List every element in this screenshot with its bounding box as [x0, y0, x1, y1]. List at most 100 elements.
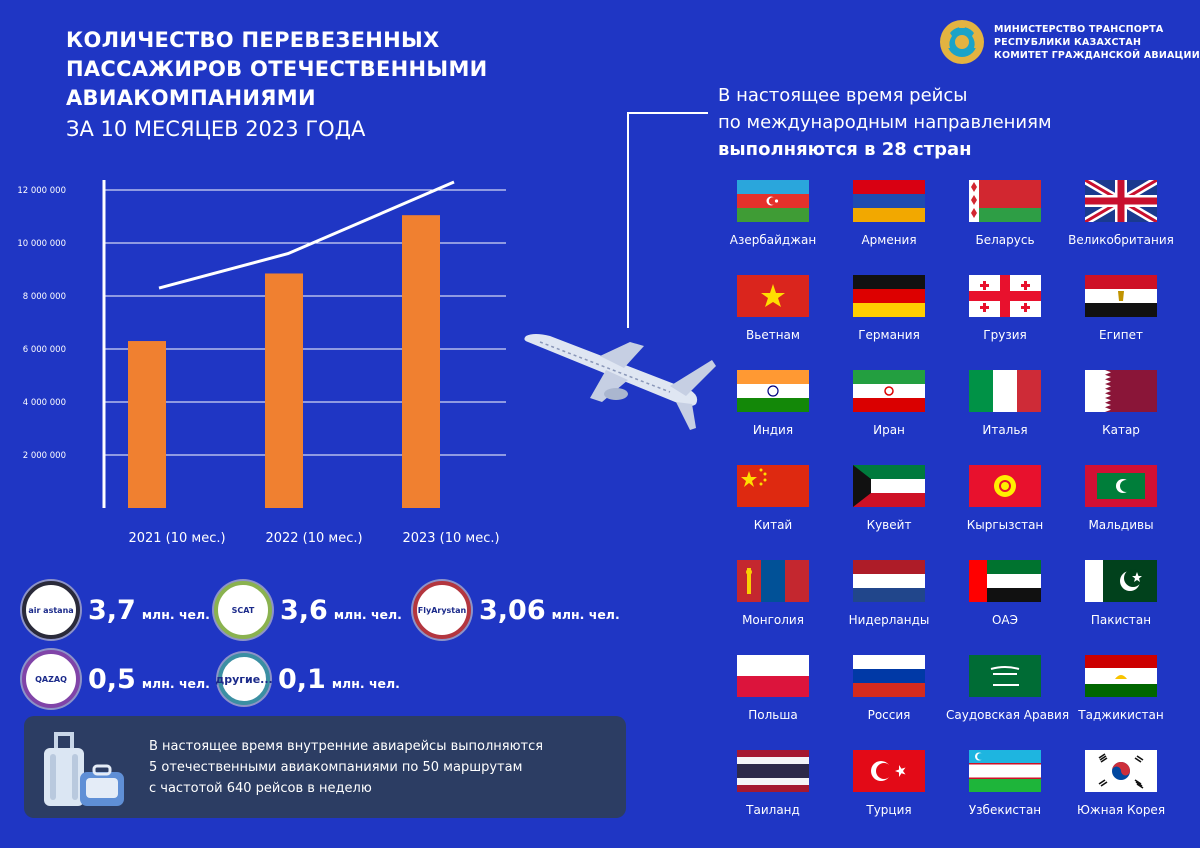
country-item: Китай	[714, 465, 832, 532]
country-name: Нидерланды	[848, 613, 930, 627]
country-name: Кыргызстан	[966, 518, 1044, 532]
flag-icon	[737, 180, 809, 222]
country-name: Азербайджан	[729, 233, 817, 247]
country-item: Польша	[714, 655, 832, 722]
airline-unit: млн. чел.	[141, 607, 210, 622]
chart-bar	[128, 341, 166, 508]
flyarystan-logo: FlyArystan	[413, 581, 471, 639]
country-item: Саудовская Аравия	[946, 655, 1070, 722]
flag-icon	[853, 180, 925, 222]
country-item: Беларусь	[946, 180, 1064, 247]
flag-icon	[969, 370, 1041, 412]
country-name: Армения	[861, 233, 917, 247]
intl-line: В настоящее время рейсы	[718, 85, 968, 106]
flag-icon	[853, 275, 925, 317]
country-name: Египет	[1099, 328, 1143, 342]
country-item: Пакистан	[1062, 560, 1180, 627]
country-name: Беларусь	[975, 233, 1035, 247]
country-name: Таиланд	[746, 803, 800, 817]
airline-scat: SCAT 3,6 млн. чел.	[214, 581, 402, 639]
country-name: Польша	[748, 708, 798, 722]
domestic-line: В настоящее время внутренние авиарейсы в…	[149, 739, 544, 754]
country-name: Италья	[982, 423, 1028, 437]
flag-icon	[1085, 370, 1157, 412]
flag-icon	[969, 275, 1041, 317]
y-tick-label: 4 000 000	[23, 398, 66, 408]
flag-icon	[737, 275, 809, 317]
flag-icon	[969, 465, 1041, 507]
airline-value: 0,5	[88, 663, 136, 695]
country-item: Азербайджан	[714, 180, 832, 247]
country-item: Индия	[714, 370, 832, 437]
y-tick-label: 10 000 000	[17, 239, 66, 249]
y-tick-label: 2 000 000	[23, 451, 66, 461]
air-astana-logo: air astana	[22, 581, 80, 639]
flag-icon	[969, 750, 1041, 792]
country-name: Южная Корея	[1076, 803, 1166, 817]
country-name: Катар	[1102, 423, 1140, 437]
trend-line	[158, 180, 455, 290]
kazakhstan-emblem-icon	[940, 20, 984, 64]
flag-icon	[737, 655, 809, 697]
country-item: Нидерланды	[830, 560, 948, 627]
intl-line: по международным направлениям	[718, 112, 1052, 133]
country-name: Таджикистан	[1078, 708, 1164, 722]
country-item: Монголия	[714, 560, 832, 627]
airline-air-astana: air astana 3,7 млн. чел.	[22, 581, 210, 639]
title-line: АВИАКОМПАНИЯМИ	[66, 86, 316, 110]
country-item: Германия	[830, 275, 948, 342]
country-item: Великобритания	[1062, 180, 1180, 247]
country-item: Грузия	[946, 275, 1064, 342]
country-item: Таджикистан	[1062, 655, 1180, 722]
country-item: ОАЭ	[946, 560, 1064, 627]
country-name: Саудовская Аравия	[946, 708, 1070, 722]
y-tick-label: 8 000 000	[23, 292, 66, 302]
country-item: Турция	[830, 750, 948, 817]
flag-icon	[853, 655, 925, 697]
country-name: Великобритания	[1068, 233, 1174, 247]
country-name: Пакистан	[1090, 613, 1152, 627]
domestic-line: 5 отечественными авиакомпаниями по 50 ма…	[149, 760, 523, 775]
domestic-line: с частотой 640 рейсов в неделю	[149, 781, 372, 796]
flag-icon	[1085, 465, 1157, 507]
country-name: Узбекистан	[968, 803, 1042, 817]
ministry-line: МИНИСТЕРСТВО ТРАНСПОРТА	[994, 23, 1164, 35]
country-item: Катар	[1062, 370, 1180, 437]
scat-logo: SCAT	[214, 581, 272, 639]
flag-icon	[1085, 655, 1157, 697]
country-name: Монголия	[742, 613, 804, 627]
flag-icon	[969, 180, 1041, 222]
country-item: Кувейт	[830, 465, 948, 532]
country-item: Мальдивы	[1062, 465, 1180, 532]
flag-icon	[737, 750, 809, 792]
airline-others: другие... 0,1 млн. чел.	[215, 653, 400, 705]
airline-value: 3,06	[479, 594, 546, 626]
international-flights-text: В настоящее время рейсы по международным…	[718, 82, 1052, 163]
y-tick-label: 12 000 000	[17, 186, 66, 196]
flag-icon	[737, 370, 809, 412]
x-category-label: 2023 (10 мес.)	[402, 531, 499, 546]
flag-icon	[853, 370, 925, 412]
flag-icon	[1085, 560, 1157, 602]
others-logo: другие...	[215, 653, 273, 705]
country-item: Узбекистан	[946, 750, 1064, 817]
country-name: ОАЭ	[991, 613, 1019, 627]
airline-value: 3,7	[88, 594, 136, 626]
country-name: Германия	[858, 328, 920, 342]
airline-unit: млн. чел.	[333, 607, 402, 622]
domestic-flights-panel: В настоящее время внутренние авиарейсы в…	[24, 716, 626, 818]
title-period: ЗА 10 МЕСЯЦЕВ 2023 ГОДА	[66, 117, 366, 141]
flag-icon	[853, 465, 925, 507]
country-item: Египет	[1062, 275, 1180, 342]
title-line: ПАССАЖИРОВ ОТЕЧЕСТВЕННЫМИ	[66, 57, 488, 81]
country-name: Россия	[867, 708, 911, 722]
flag-icon	[737, 465, 809, 507]
chart-bar	[402, 215, 440, 509]
country-item: Италья	[946, 370, 1064, 437]
airline-value: 0,1	[278, 663, 326, 695]
chart-bar	[265, 273, 303, 508]
flag-icon	[1085, 180, 1157, 222]
ministry-line: РЕСПУБЛИКИ КАЗАХСТАН	[994, 36, 1142, 48]
country-item: Южная Корея	[1062, 750, 1180, 817]
country-item: Россия	[830, 655, 948, 722]
